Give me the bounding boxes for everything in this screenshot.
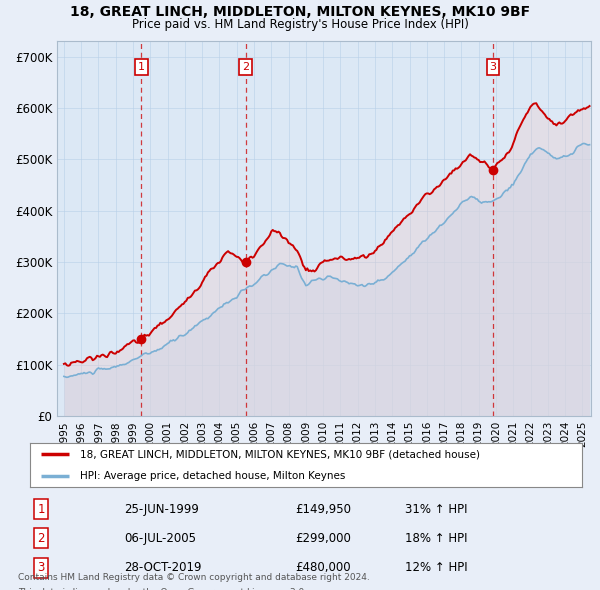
Text: 2: 2 <box>242 62 249 72</box>
Text: 28-OCT-2019: 28-OCT-2019 <box>124 561 202 574</box>
Text: 3: 3 <box>490 62 496 72</box>
Text: 12% ↑ HPI: 12% ↑ HPI <box>406 561 468 574</box>
Text: This data is licensed under the Open Government Licence v3.0.: This data is licensed under the Open Gov… <box>18 588 307 590</box>
Text: 18, GREAT LINCH, MIDDLETON, MILTON KEYNES, MK10 9BF: 18, GREAT LINCH, MIDDLETON, MILTON KEYNE… <box>70 5 530 19</box>
Text: 25-JUN-1999: 25-JUN-1999 <box>124 503 199 516</box>
Text: 1: 1 <box>37 503 45 516</box>
Text: Contains HM Land Registry data © Crown copyright and database right 2024.: Contains HM Land Registry data © Crown c… <box>18 573 370 582</box>
Text: 1: 1 <box>138 62 145 72</box>
Text: 06-JUL-2005: 06-JUL-2005 <box>124 532 196 545</box>
Text: 3: 3 <box>37 561 45 574</box>
Text: 18, GREAT LINCH, MIDDLETON, MILTON KEYNES, MK10 9BF (detached house): 18, GREAT LINCH, MIDDLETON, MILTON KEYNE… <box>80 450 479 460</box>
Text: 31% ↑ HPI: 31% ↑ HPI <box>406 503 468 516</box>
Text: 18% ↑ HPI: 18% ↑ HPI <box>406 532 468 545</box>
Text: £480,000: £480,000 <box>295 561 350 574</box>
Text: £299,000: £299,000 <box>295 532 351 545</box>
Text: £149,950: £149,950 <box>295 503 351 516</box>
Text: Price paid vs. HM Land Registry's House Price Index (HPI): Price paid vs. HM Land Registry's House … <box>131 18 469 31</box>
Text: HPI: Average price, detached house, Milton Keynes: HPI: Average price, detached house, Milt… <box>80 471 345 481</box>
Text: 2: 2 <box>37 532 45 545</box>
